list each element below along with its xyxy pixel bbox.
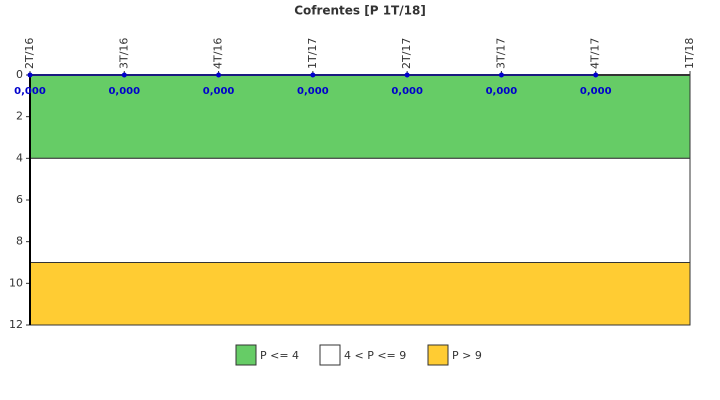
x-tick-label: 4T/16: [212, 38, 225, 69]
legend-label: P > 9: [452, 349, 482, 362]
x-tick-label: 1T/18: [683, 38, 696, 69]
x-tick-label: 4T/17: [589, 38, 602, 69]
band: [29, 262, 691, 326]
data-point: [310, 72, 316, 78]
y-tick-label: 4: [16, 151, 23, 164]
x-tick-label: 1T/17: [306, 38, 319, 69]
data-label: 0,000: [486, 86, 518, 97]
data-point: [27, 72, 33, 78]
data-label: 0,000: [14, 86, 46, 97]
band: [29, 74, 691, 159]
x-tick-label: 3T/17: [494, 38, 507, 69]
legend-swatch: [427, 344, 449, 366]
legend-label: P <= 4: [260, 349, 299, 362]
y-tick-label: 0: [16, 68, 23, 81]
band: [29, 157, 691, 263]
data-point: [498, 72, 504, 78]
x-tick-label: 2T/17: [400, 38, 413, 69]
data-label: 0,000: [580, 86, 612, 97]
y-tick-label: 6: [16, 193, 23, 206]
data-label: 0,000: [391, 86, 423, 97]
chart-title: Cofrentes [P 1T/18]: [294, 4, 426, 18]
legend-swatch: [235, 344, 257, 366]
data-point: [404, 72, 410, 78]
y-tick-label: 8: [16, 235, 23, 248]
y-tick-label: 10: [9, 276, 23, 289]
data-label: 0,000: [203, 86, 235, 97]
data-label: 0,000: [297, 86, 329, 97]
data-point: [593, 72, 599, 78]
data-point: [121, 72, 127, 78]
data-label: 0,000: [108, 86, 140, 97]
data-point: [216, 72, 222, 78]
y-tick-label: 12: [9, 318, 23, 331]
y-tick-label: 2: [16, 110, 23, 123]
legend-label: 4 < P <= 9: [344, 349, 406, 362]
x-tick-label: 2T/16: [23, 38, 36, 69]
x-tick-label: 3T/16: [117, 38, 130, 69]
legend-swatch: [319, 344, 341, 366]
